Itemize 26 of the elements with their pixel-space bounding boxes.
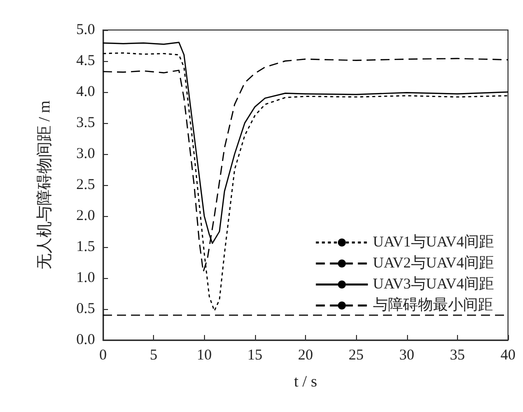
y-axis-title: 无人机与障碍物间距 / m — [36, 100, 54, 270]
y-tick-label: 5.0 — [76, 22, 95, 38]
y-tick-label: 3.0 — [76, 146, 95, 162]
x-tick-label: 10 — [196, 348, 212, 364]
y-tick-label: 0.5 — [76, 301, 95, 317]
x-tick-label: 25 — [348, 348, 364, 364]
x-tick-label: 35 — [450, 348, 465, 364]
y-tick-label: 4.0 — [76, 84, 95, 100]
legend-label: 与障碍物最小间距 — [372, 296, 493, 314]
x-tick-label: 20 — [298, 348, 313, 364]
legend-label: UAV3与UAV4间距 — [372, 276, 494, 292]
legend-label: UAV1与UAV4间距 — [372, 234, 494, 250]
y-tick-label: 1.5 — [76, 239, 95, 255]
legend-label: UAV2与UAV4间距 — [372, 254, 494, 272]
y-tick-label: 0.0 — [76, 332, 95, 348]
x-axis-title: t / s — [294, 374, 318, 390]
y-tick-label: 1.0 — [76, 270, 95, 286]
x-tick-label: 30 — [399, 348, 414, 364]
y-tick-label: 2.5 — [76, 177, 95, 193]
x-tick-label: 40 — [500, 348, 516, 364]
x-tick-label: 15 — [247, 348, 262, 364]
y-tick-label: 3.5 — [76, 115, 95, 131]
y-tick-label: 4.5 — [76, 53, 95, 69]
x-tick-label: 0 — [99, 348, 107, 364]
y-tick-label: 2.0 — [76, 208, 95, 224]
x-tick-label: 5 — [150, 348, 158, 364]
